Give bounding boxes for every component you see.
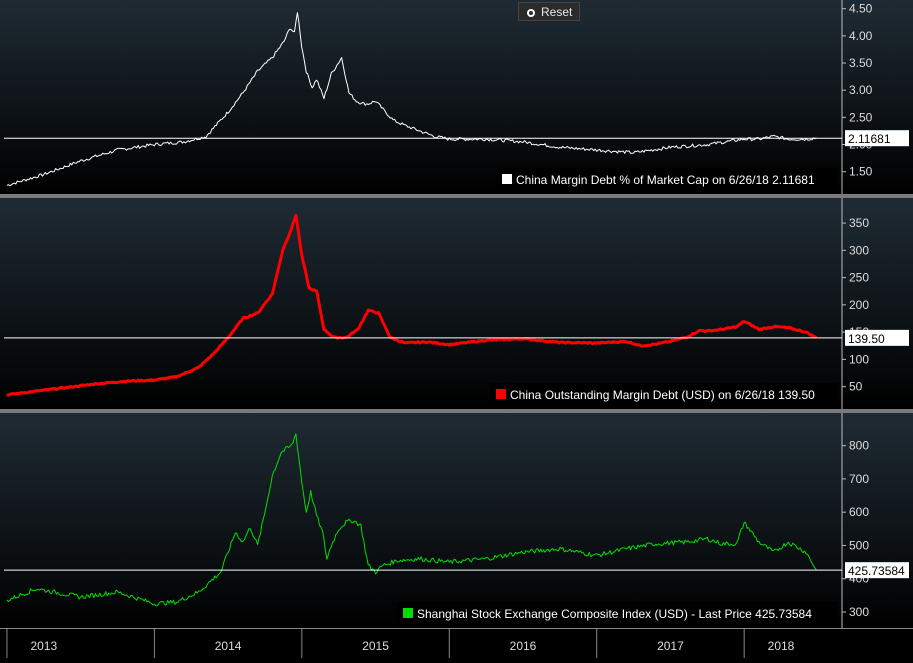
last-value-label: 425.73584 — [848, 564, 905, 578]
y-tick-label: 3.00 — [849, 83, 873, 97]
y-tick-label: 250 — [849, 271, 869, 285]
y-tick-label: 200 — [849, 298, 869, 312]
y-tick-label: 300 — [849, 243, 869, 257]
last-value-box — [845, 329, 909, 346]
y-tick-label: 4.00 — [849, 29, 873, 43]
legend-box — [490, 383, 838, 406]
y-tick-label: 50 — [849, 380, 863, 394]
x-tick-label: 2015 — [362, 639, 389, 653]
y-tick-label: 500 — [849, 538, 869, 552]
reset-label: Reset — [541, 5, 573, 19]
x-tick-label: 2017 — [657, 639, 684, 653]
x-tick-label: 2016 — [510, 639, 537, 653]
series-line — [6, 12, 817, 187]
x-tick-label: 2018 — [768, 639, 795, 653]
reset-icon — [527, 9, 535, 17]
panel-divider — [0, 194, 913, 198]
x-tick-label: 2014 — [215, 639, 242, 653]
last-value-label: 2.11681 — [848, 132, 891, 146]
legend-box — [397, 602, 838, 625]
last-value-box — [845, 130, 909, 147]
legend-text: China Outstanding Margin Debt (USD) on 6… — [510, 388, 815, 402]
chart-panel-1: 1.502.002.503.003.504.004.502.11681China… — [0, 0, 913, 198]
x-axis-background — [0, 628, 913, 658]
panel-divider — [0, 409, 913, 413]
reset-button[interactable]: Reset — [518, 2, 580, 21]
panel-background — [0, 0, 913, 194]
y-tick-label: 600 — [849, 505, 869, 519]
y-tick-label: 3.50 — [849, 56, 873, 70]
y-tick-label: 800 — [849, 439, 869, 453]
legend-text: Shanghai Stock Exchange Composite Index … — [417, 607, 812, 621]
y-tick-label: 350 — [849, 216, 869, 230]
panel-background — [0, 198, 913, 409]
x-tick-label: 2013 — [30, 639, 57, 653]
last-value-box — [845, 562, 909, 579]
legend-box — [496, 168, 838, 191]
series-line — [6, 433, 817, 607]
y-tick-label: 4.50 — [849, 2, 873, 16]
y-tick-label: 100 — [849, 352, 869, 366]
y-tick-label: 700 — [849, 472, 869, 486]
last-value-label: 139.50 — [848, 332, 885, 346]
legend-swatch — [496, 389, 506, 399]
legend-swatch — [403, 608, 413, 618]
y-tick-label: 1.50 — [849, 165, 873, 179]
y-tick-label: 300 — [849, 605, 869, 619]
y-tick-label: 2.50 — [849, 110, 873, 124]
legend-text: China Margin Debt % of Market Cap on 6/2… — [516, 173, 815, 187]
legend-swatch — [502, 174, 512, 184]
panel-background — [0, 413, 913, 628]
